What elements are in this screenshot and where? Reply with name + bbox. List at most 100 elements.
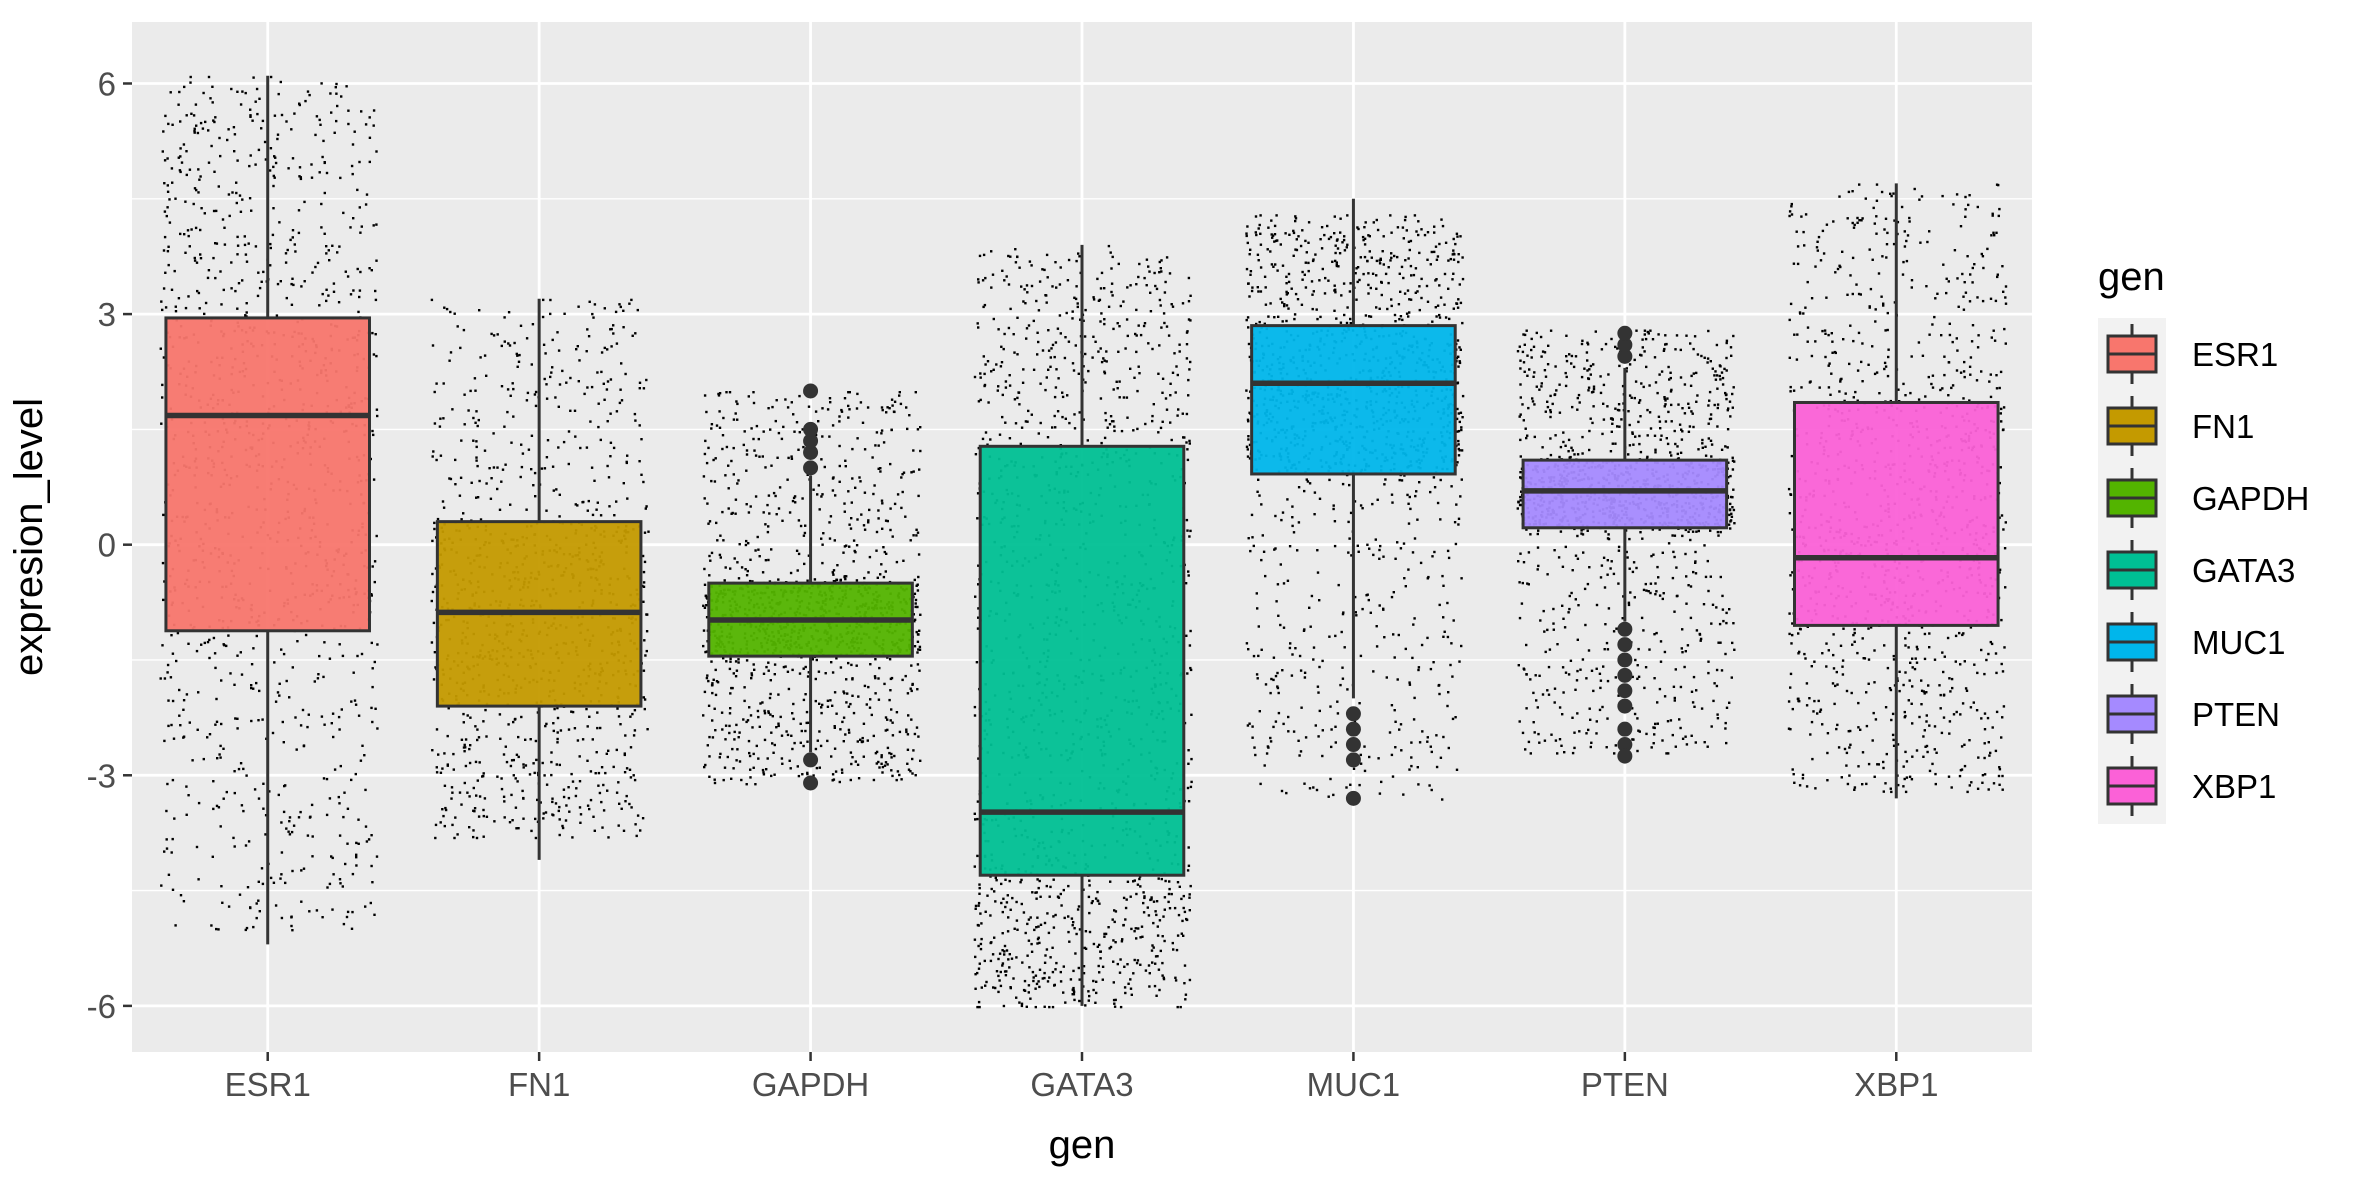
jitter-point <box>767 494 771 497</box>
jitter-point <box>1003 950 1006 953</box>
jitter-point <box>178 714 181 717</box>
jitter-point <box>219 154 222 158</box>
jitter-point <box>1187 570 1190 573</box>
jitter-point <box>702 714 705 717</box>
jitter-point <box>321 155 324 159</box>
jitter-point <box>443 784 447 787</box>
jitter-point <box>277 92 280 96</box>
jitter-point <box>706 502 709 505</box>
jitter-point <box>977 583 980 586</box>
jitter-point <box>1027 984 1031 987</box>
jitter-point <box>1137 324 1140 327</box>
jitter-point <box>252 687 255 690</box>
jitter-point <box>469 716 472 719</box>
jitter-point <box>249 154 252 157</box>
jitter-point <box>342 922 346 926</box>
jitter-point <box>511 819 514 822</box>
jitter-point <box>889 719 892 722</box>
jitter-point <box>918 629 921 632</box>
jitter-point <box>1084 352 1087 356</box>
jitter-point <box>372 478 376 481</box>
jitter-point <box>1050 347 1053 350</box>
jitter-point <box>1150 896 1153 899</box>
jitter-point <box>785 730 788 733</box>
jitter-point <box>978 254 982 258</box>
jitter-point <box>1092 296 1095 299</box>
jitter-point <box>833 539 836 542</box>
jitter-point <box>1189 785 1193 789</box>
jitter-point <box>643 698 647 701</box>
jitter-point <box>906 748 910 751</box>
jitter-point <box>308 910 311 913</box>
jitter-point <box>485 815 489 818</box>
jitter-point <box>591 738 594 741</box>
jitter-point <box>826 699 830 702</box>
jitter-point <box>790 734 793 737</box>
jitter-point <box>474 725 477 728</box>
jitter-point <box>185 114 188 117</box>
jitter-point <box>1032 368 1036 371</box>
jitter-point <box>619 388 622 391</box>
jitter-point <box>431 539 434 543</box>
jitter-point <box>430 641 434 644</box>
jitter-point <box>513 341 516 345</box>
jitter-point <box>185 173 188 177</box>
jitter-point <box>161 396 164 399</box>
jitter-point <box>1111 294 1114 297</box>
jitter-point <box>1055 368 1058 371</box>
jitter-point <box>1158 298 1162 302</box>
jitter-point <box>877 517 880 520</box>
jitter-point <box>803 531 807 535</box>
jitter-point <box>833 691 837 694</box>
jitter-point <box>786 670 790 673</box>
jitter-point <box>790 457 794 460</box>
jitter-point <box>711 683 714 687</box>
jitter-point <box>500 777 503 780</box>
jitter-point <box>745 449 749 452</box>
jitter-point <box>814 747 818 751</box>
jitter-point <box>250 684 253 687</box>
jitter-point <box>208 733 212 736</box>
jitter-point <box>466 791 469 794</box>
jitter-point <box>227 193 231 196</box>
jitter-point <box>371 667 374 670</box>
jitter-point <box>1002 1004 1006 1008</box>
jitter-point <box>431 455 434 458</box>
jitter-point <box>482 814 485 818</box>
jitter-point <box>1094 1001 1097 1004</box>
jitter-point <box>375 855 379 858</box>
jitter-point <box>549 312 552 316</box>
jitter-point <box>161 308 164 312</box>
jitter-point <box>556 331 559 334</box>
jitter-point <box>1020 1002 1024 1005</box>
jitter-point <box>917 494 920 498</box>
jitter-point <box>182 900 186 903</box>
jitter-point <box>745 783 748 786</box>
jitter-point <box>773 663 777 666</box>
jitter-point <box>1155 287 1159 291</box>
jitter-point <box>1103 287 1106 290</box>
jitter-point <box>235 181 238 184</box>
jitter-point <box>1176 881 1180 884</box>
jitter-point <box>910 689 913 693</box>
jitter-point <box>813 578 817 581</box>
jitter-point <box>338 245 341 248</box>
jitter-point <box>643 560 647 564</box>
jitter-point <box>1112 981 1115 984</box>
jitter-point <box>215 209 218 213</box>
jitter-point <box>802 445 805 449</box>
jitter-point <box>223 644 226 647</box>
jitter-point <box>1036 937 1040 941</box>
jitter-point <box>714 693 718 697</box>
jitter-point <box>831 571 834 574</box>
jitter-point <box>1001 393 1004 397</box>
jitter-point <box>375 534 378 538</box>
jitter-point <box>1005 901 1009 904</box>
jitter-point <box>851 477 854 480</box>
jitter-point <box>1123 986 1127 989</box>
jitter-point <box>1007 254 1010 258</box>
jitter-point <box>708 755 711 758</box>
jitter-point <box>875 762 878 765</box>
jitter-point <box>213 120 216 124</box>
jitter-point <box>1169 394 1172 397</box>
